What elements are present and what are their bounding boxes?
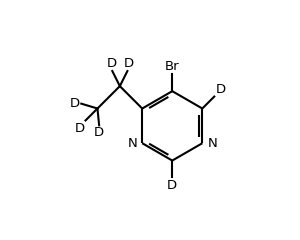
Text: D: D — [106, 57, 116, 70]
Text: N: N — [127, 137, 137, 150]
Text: N: N — [208, 137, 217, 150]
Text: N: N — [208, 137, 217, 150]
Text: D: D — [94, 126, 104, 139]
Text: D: D — [75, 122, 85, 135]
Text: D: D — [167, 179, 177, 192]
Text: N: N — [127, 137, 137, 150]
Text: D: D — [123, 57, 134, 70]
Text: N: N — [208, 137, 217, 150]
Text: N: N — [127, 137, 137, 150]
Text: D: D — [70, 97, 80, 110]
Text: Br: Br — [165, 60, 180, 73]
Text: D: D — [215, 83, 226, 96]
